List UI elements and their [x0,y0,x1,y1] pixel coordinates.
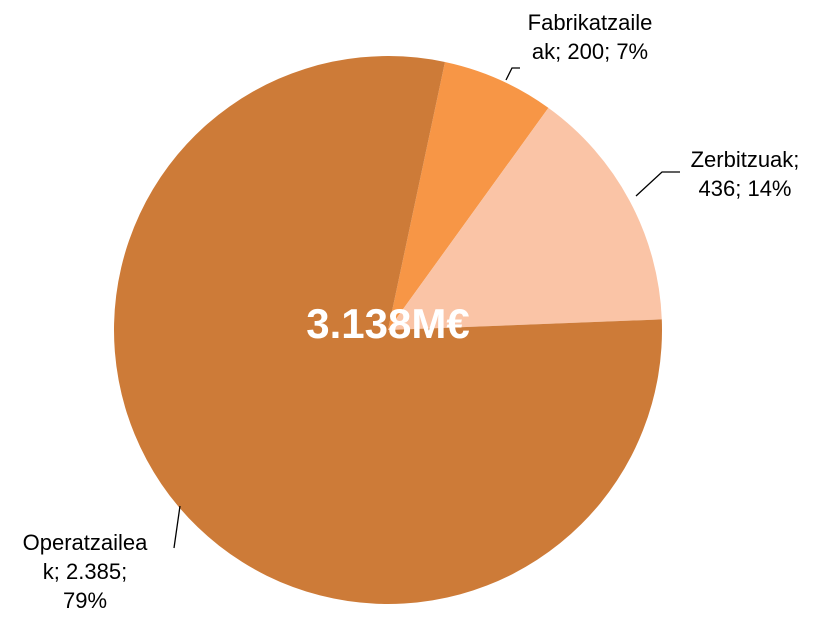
leader-line [505,67,520,81]
leader-line [635,171,680,197]
value-label: 2.385 [66,559,122,584]
center-label: 3.138M€ [306,300,470,347]
category: Zerbitzuak [690,147,794,172]
category: Operatzaileak [22,530,148,584]
category: Fabrikatzaileak [527,10,653,64]
percent-label: 7% [616,39,649,64]
slice [388,107,662,331]
data-label: Operatzaileak2.385 79% [20,528,150,615]
pie [113,55,662,605]
data-label: Fabrikatzaileak200 7% [525,8,655,66]
percent-label: 79% [62,588,108,613]
leader-line [173,505,181,549]
value-label: 200 [567,39,605,64]
data-label: Zerbitzuak 436 14% [680,145,810,203]
percent-label: 14% [747,176,792,201]
slice [113,55,662,605]
slice [388,61,549,331]
value-label: 436 [698,176,736,201]
